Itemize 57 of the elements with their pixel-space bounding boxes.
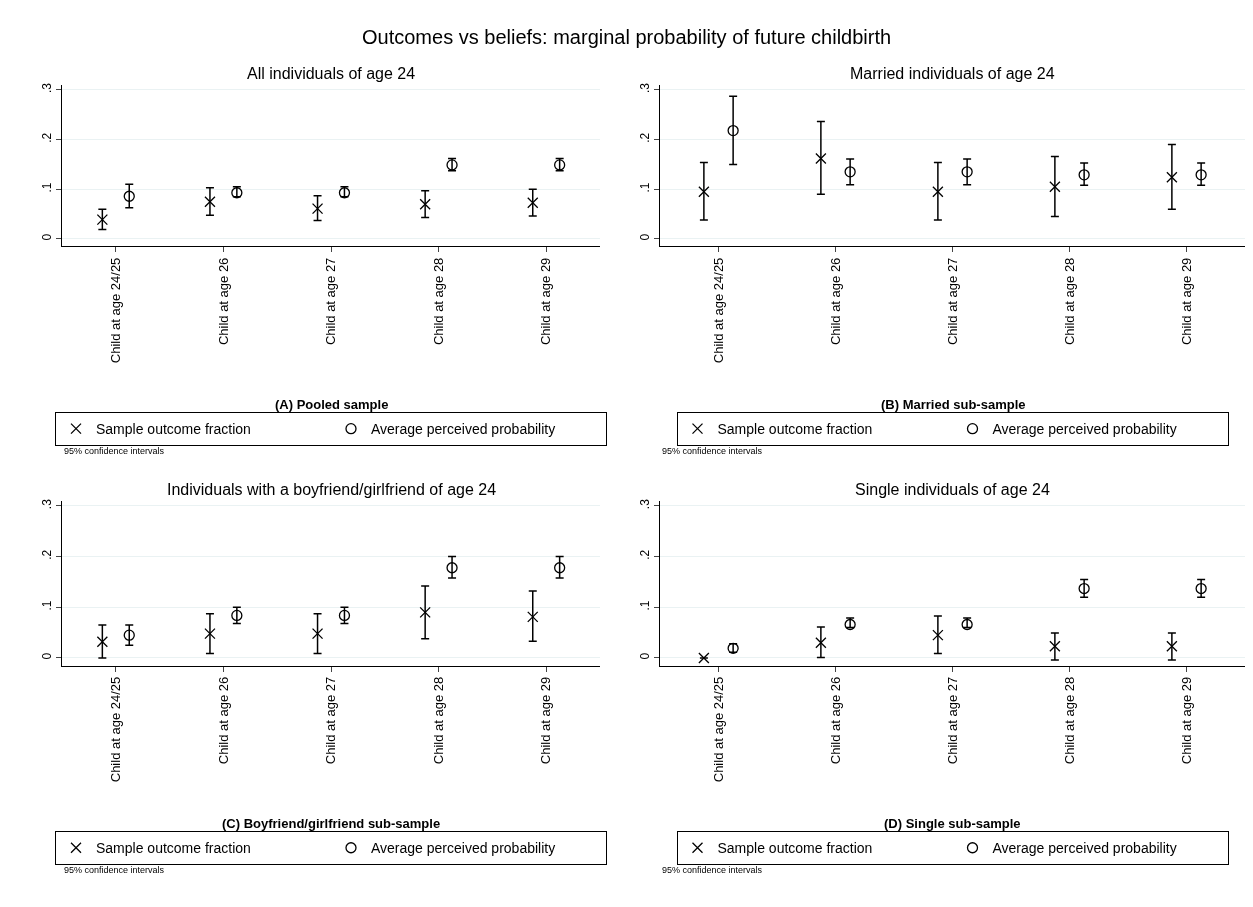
y-tick-label: .3 xyxy=(638,498,653,510)
y-tick-label: .2 xyxy=(40,549,55,560)
y-tick-label: .3 xyxy=(40,82,55,93)
y-tick-label: 0 xyxy=(40,233,55,241)
x-tick-label: Child at age 27 xyxy=(323,257,339,346)
y-tick-label: .3 xyxy=(40,498,55,510)
x-tick-label: Child at age 26 xyxy=(215,257,231,346)
text: 95% confidence intervals xyxy=(662,865,763,875)
text: 95% confidence intervals xyxy=(662,446,763,456)
text: (C) Boyfriend/girlfriend sub-sample xyxy=(222,816,441,831)
x-tick-label: Child at age 29 xyxy=(1178,676,1194,765)
legend-label: Sample outcome fraction xyxy=(96,840,251,857)
text: (D) Single sub-sample xyxy=(884,816,1021,831)
legend-label: Average perceived probability xyxy=(371,840,556,857)
legend-label: Sample outcome fraction xyxy=(717,840,873,857)
y-tick-label: .2 xyxy=(638,132,653,143)
y-tick-label: 0 xyxy=(40,652,55,660)
y-tick-label: 0 xyxy=(638,652,653,660)
text: (A) Pooled sample xyxy=(275,397,389,412)
x-tick-label: Child at age 28 xyxy=(1061,257,1077,346)
x-tick-label: Child at age 24/25 xyxy=(710,676,726,783)
x-tick-label: Child at age 24/25 xyxy=(108,257,124,364)
x-tick-label: Child at age 28 xyxy=(430,676,446,765)
x-tick-label: Child at age 27 xyxy=(323,676,339,765)
legend-label: Average perceived probability xyxy=(371,421,556,438)
x-tick-label: Child at age 28 xyxy=(1061,676,1077,765)
x-tick-label: Child at age 27 xyxy=(944,257,960,346)
text: Outcomes vs beliefs: marginal probability of future childbirth xyxy=(362,26,892,48)
y-tick-label: .2 xyxy=(638,549,653,560)
y-tick-label: .2 xyxy=(40,132,55,143)
legend-label: Sample outcome fraction xyxy=(717,421,873,438)
y-tick-label: .1 xyxy=(40,182,55,193)
y-tick-label: .1 xyxy=(40,600,55,611)
text: 95% confidence intervals xyxy=(64,446,165,456)
y-tick-label: .1 xyxy=(638,600,653,611)
x-tick-label: Child at age 26 xyxy=(827,676,843,765)
legend-label: Sample outcome fraction xyxy=(96,421,251,438)
text: 95% confidence intervals xyxy=(64,865,165,875)
x-tick-label: Child at age 27 xyxy=(944,676,960,765)
legend-label: Average perceived probability xyxy=(992,421,1177,438)
y-tick-label: .1 xyxy=(638,182,653,193)
x-tick-label: Child at age 29 xyxy=(538,257,554,346)
chart-title: Single individuals of age 24 xyxy=(855,481,1050,498)
x-tick-label: Child at age 26 xyxy=(827,257,843,346)
x-tick-label: Child at age 29 xyxy=(538,676,554,765)
chart-title: Individuals with a boyfriend/girlfriend of age 24 xyxy=(167,481,497,498)
chart-title: All individuals of age 24 xyxy=(247,65,416,82)
chart-title: Married individuals of age 24 xyxy=(850,65,1055,82)
x-tick-label: Child at age 26 xyxy=(215,676,231,765)
y-tick-label: 0 xyxy=(638,233,653,241)
x-tick-label: Child at age 29 xyxy=(1178,257,1194,346)
x-tick-label: Child at age 24/25 xyxy=(710,257,726,364)
legend-label: Average perceived probability xyxy=(992,840,1177,857)
x-tick-label: Child at age 28 xyxy=(430,257,446,346)
text: (B) Married sub-sample xyxy=(881,397,1026,412)
y-tick-label: .3 xyxy=(638,82,653,93)
x-tick-label: Child at age 24/25 xyxy=(108,676,124,783)
